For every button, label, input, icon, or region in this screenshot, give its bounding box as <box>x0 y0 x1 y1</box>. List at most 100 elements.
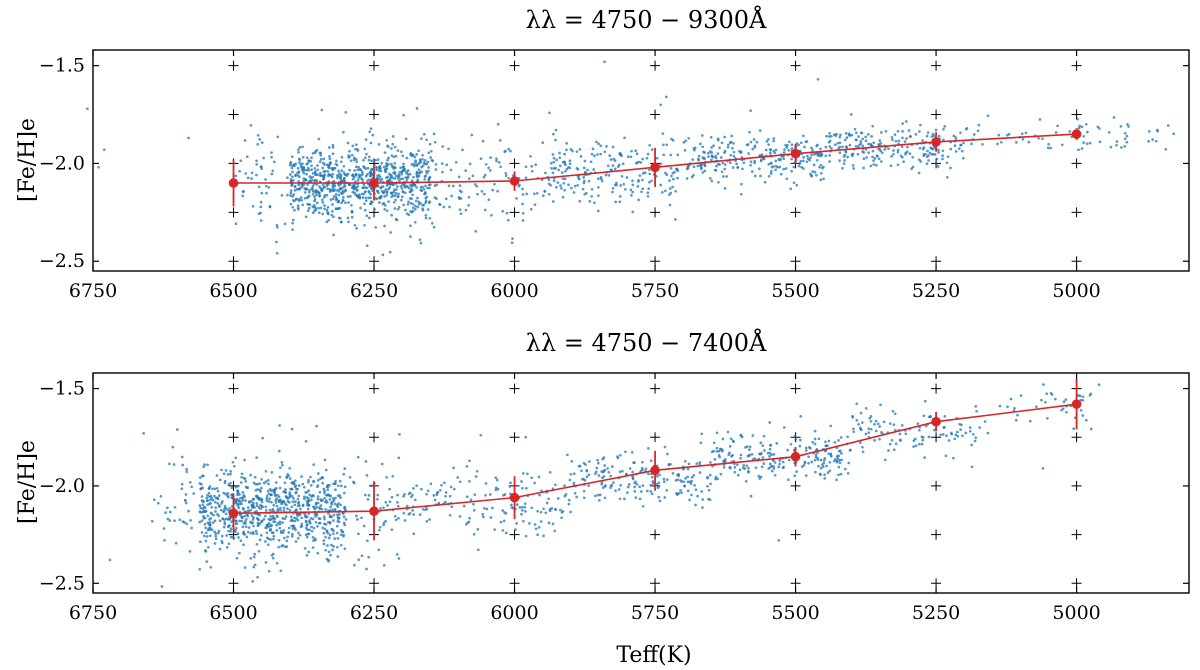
data-point <box>851 164 855 167</box>
data-point <box>342 515 346 519</box>
data-point <box>729 437 733 441</box>
data-point <box>428 175 432 179</box>
data-point <box>739 192 743 196</box>
data-point <box>662 477 666 481</box>
data-point <box>710 179 714 183</box>
data-point <box>429 482 433 486</box>
data-point <box>298 161 301 164</box>
data-point <box>348 149 351 153</box>
data-point <box>402 511 406 515</box>
data-point <box>495 478 499 482</box>
data-point <box>602 456 606 459</box>
data-point <box>744 480 748 483</box>
data-point <box>444 494 447 498</box>
data-point <box>958 422 962 426</box>
data-point <box>380 194 383 198</box>
data-point <box>226 492 230 495</box>
data-point <box>348 475 352 479</box>
data-point <box>708 473 712 477</box>
data-point <box>578 147 582 151</box>
data-point <box>719 156 723 159</box>
data-point <box>411 493 414 497</box>
data-point <box>350 215 354 219</box>
data-point <box>669 153 673 157</box>
data-point <box>327 166 331 170</box>
data-point <box>462 504 466 508</box>
data-point <box>615 181 618 185</box>
grid-marker <box>790 529 801 540</box>
data-point <box>655 156 659 160</box>
data-point <box>554 508 558 511</box>
data-point <box>901 136 904 140</box>
data-point <box>365 567 368 571</box>
data-point <box>400 195 404 199</box>
data-point <box>968 429 972 433</box>
data-point <box>212 513 215 517</box>
data-point <box>282 529 286 532</box>
data-point <box>523 502 527 506</box>
data-point <box>206 545 210 549</box>
data-point <box>210 528 214 532</box>
data-point <box>813 170 817 174</box>
data-point <box>217 514 221 518</box>
data-point <box>289 194 292 198</box>
data-point <box>817 464 820 468</box>
data-point <box>368 171 372 175</box>
data-point <box>582 181 586 185</box>
data-point <box>294 173 297 177</box>
data-point <box>803 145 806 149</box>
data-point <box>789 187 793 191</box>
data-point <box>648 143 651 147</box>
data-point <box>202 534 206 538</box>
data-point <box>912 439 916 443</box>
data-point <box>959 143 962 147</box>
data-point <box>572 191 576 194</box>
data-point <box>243 514 246 518</box>
data-point <box>305 187 309 191</box>
data-point <box>551 171 555 175</box>
data-point <box>846 435 849 439</box>
data-point <box>290 184 294 187</box>
data-point <box>498 139 502 142</box>
data-point <box>402 113 405 117</box>
data-point <box>311 211 315 215</box>
data-point <box>563 188 567 192</box>
data-point <box>1078 124 1082 128</box>
data-point <box>405 156 409 160</box>
data-point <box>321 201 325 204</box>
data-point <box>421 164 425 167</box>
data-point <box>306 196 309 200</box>
data-point <box>795 470 798 473</box>
data-point <box>315 201 319 205</box>
data-point <box>723 135 727 139</box>
data-point <box>320 499 323 503</box>
data-point <box>723 163 727 166</box>
data-point <box>332 545 335 548</box>
data-point <box>299 163 303 166</box>
data-point <box>364 460 368 463</box>
data-point <box>811 170 815 173</box>
data-point <box>1054 131 1058 134</box>
data-point <box>422 132 426 136</box>
data-point <box>339 160 343 164</box>
data-point <box>352 184 355 187</box>
data-point <box>272 503 276 507</box>
data-point <box>242 543 245 547</box>
grid-marker <box>228 480 239 491</box>
data-point <box>582 489 586 493</box>
data-point <box>807 461 810 465</box>
data-point <box>458 515 462 518</box>
data-point <box>548 111 551 115</box>
data-point <box>763 180 767 184</box>
data-point <box>278 526 282 530</box>
data-point <box>783 148 786 151</box>
data-point <box>359 206 362 210</box>
data-point <box>202 465 206 469</box>
grid-marker <box>509 529 520 540</box>
data-point <box>582 496 586 500</box>
data-point <box>428 183 432 187</box>
data-point <box>569 510 572 514</box>
data-point <box>330 167 334 170</box>
data-point <box>304 178 308 181</box>
